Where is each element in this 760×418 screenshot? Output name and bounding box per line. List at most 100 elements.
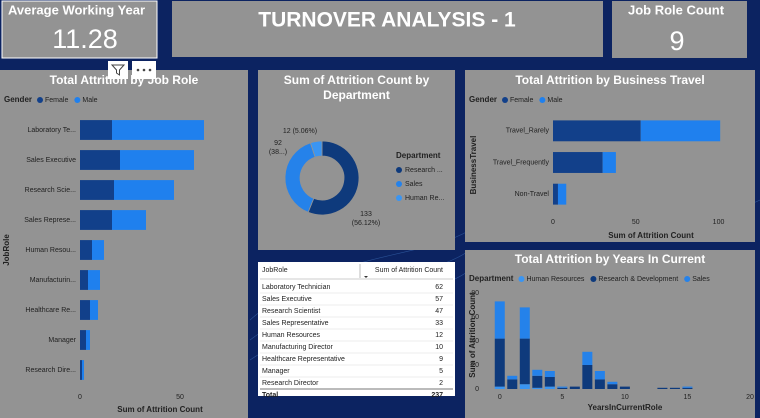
y-tick-label: 40	[471, 338, 479, 345]
legend-label: Female	[45, 97, 68, 104]
bar	[594, 371, 605, 380]
bar	[112, 210, 146, 230]
y-tick-label: Sales Represe...	[24, 217, 76, 224]
bar	[80, 150, 120, 170]
y-tick-label: Travel_Rarely	[506, 128, 550, 135]
table-cell: 57	[435, 296, 443, 303]
x-tick-label: 20	[746, 394, 754, 401]
bar	[553, 120, 641, 142]
bar	[553, 152, 603, 173]
bar	[519, 338, 530, 385]
card-value: 11.28	[52, 24, 118, 54]
table-cell: Healthcare Representative	[262, 356, 345, 363]
legend-swatch	[396, 181, 402, 187]
y-tick-label: 80	[471, 290, 479, 297]
y-axis-title: JobRole	[2, 234, 11, 266]
table-cell: Manager	[262, 368, 290, 375]
x-axis-title: Sum of Attrition Count	[117, 405, 203, 414]
x-tick-label: 0	[78, 394, 82, 401]
bar	[112, 120, 204, 140]
dot	[148, 68, 152, 72]
bar	[507, 375, 518, 380]
bar	[669, 387, 680, 389]
title-box	[172, 1, 603, 57]
visual-header[interactable]	[108, 61, 156, 79]
table-cell: Human Resources	[262, 332, 320, 339]
legend-swatch	[518, 276, 525, 282]
donut-slice	[307, 140, 360, 216]
bar	[607, 384, 618, 389]
table-cell: Laboratory Technician	[262, 284, 330, 291]
bar	[532, 387, 543, 389]
bar	[602, 152, 616, 173]
y-tick-label: Research Scie...	[25, 187, 76, 194]
bar	[494, 338, 505, 387]
legend-label: Sales	[405, 181, 423, 188]
bar	[553, 183, 558, 205]
x-tick-label: 10	[621, 394, 629, 401]
bar	[82, 360, 84, 380]
legend-label: Female	[510, 97, 533, 104]
chart-title: Total Attrition by Years In Current	[515, 252, 705, 266]
bar	[532, 369, 543, 376]
table-cell: Sales Executive	[262, 296, 312, 303]
x-tick-label: 15	[684, 394, 692, 401]
card	[1, 0, 158, 59]
card-value: 9	[669, 26, 684, 56]
y-tick-label: Laboratory Te...	[27, 127, 76, 134]
legend-swatch	[74, 97, 81, 103]
bar	[80, 360, 82, 380]
x-tick-label: 50	[176, 394, 184, 401]
bar	[80, 300, 90, 320]
bar	[114, 180, 174, 200]
legend-swatch	[502, 97, 509, 103]
card-label: Job Role Count	[628, 2, 725, 17]
data-label: 92 (38...)	[269, 140, 287, 156]
table-cell: Research Director	[262, 380, 319, 387]
table-header: Sum of Attrition Count	[375, 267, 443, 274]
y-tick-label: Manager	[48, 337, 76, 344]
bar	[80, 330, 86, 350]
bar	[582, 351, 593, 365]
legend-swatch	[396, 167, 402, 173]
legend-title: Gender	[469, 95, 497, 104]
bar	[507, 379, 518, 389]
bar	[557, 183, 567, 205]
x-tick-label: 50	[632, 219, 640, 226]
legend-label: Sales	[692, 276, 710, 283]
donut-slice	[309, 140, 323, 158]
bar	[494, 386, 505, 389]
bar	[92, 240, 104, 260]
table-cell: 33	[435, 320, 443, 327]
bar	[594, 379, 605, 389]
y-tick-label: Manufacturin...	[30, 277, 76, 284]
y-tick-label: Research Dire...	[25, 367, 76, 374]
data-label: 133 (56.12%)	[352, 211, 380, 227]
bar	[569, 386, 580, 389]
bar	[90, 300, 98, 320]
table-header: JobRole	[262, 267, 288, 274]
page-title: TURNOVER ANALYSIS - 1	[258, 9, 516, 32]
bar	[120, 150, 194, 170]
y-tick-label: 0	[475, 386, 479, 393]
bar	[640, 120, 721, 142]
y-tick-label: Non-Travel	[515, 191, 550, 198]
bar	[88, 270, 100, 290]
x-tick-label: 0	[498, 394, 502, 401]
legend-swatch	[539, 97, 546, 103]
table-cell: Sales Representative	[262, 320, 329, 327]
y-tick-label: Human Resou...	[25, 247, 76, 254]
card	[612, 1, 747, 58]
bar	[544, 386, 555, 389]
dot	[136, 68, 140, 72]
x-tick-label: 0	[551, 219, 555, 226]
legend-label: Human Re...	[405, 195, 444, 202]
table-cell: 9	[439, 356, 443, 363]
table-cell: 47	[435, 308, 443, 315]
y-axis-title: BusinessTravel	[469, 136, 478, 195]
legend-title: Department	[469, 274, 514, 283]
bar	[532, 375, 543, 388]
bar	[80, 120, 112, 140]
legend-swatch	[590, 276, 597, 282]
